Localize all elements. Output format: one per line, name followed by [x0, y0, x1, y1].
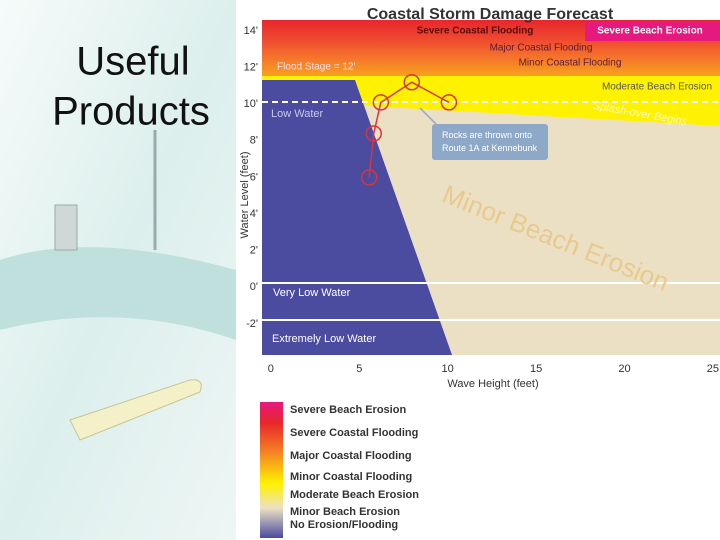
x-tick-label: 15: [530, 363, 542, 375]
y-tick-label: 4': [250, 208, 258, 220]
x-tick-label: 5: [356, 363, 362, 375]
slide-title: Products: [52, 90, 210, 134]
data-point: [403, 73, 421, 91]
colorbar: [260, 402, 283, 538]
chart-title: Coastal Storm Damage Forecast: [367, 6, 614, 23]
region-label: Minor Coastal Flooding: [519, 58, 622, 69]
region-label: Major Coastal Flooding: [490, 43, 593, 54]
colorbar-label: Moderate Beach Erosion: [290, 489, 419, 501]
glider: [69, 379, 202, 441]
slide-title-line: Useful: [76, 40, 189, 84]
shore: [0, 247, 236, 340]
y-tick-label: 2': [250, 245, 258, 257]
colorbar-label: Minor Coastal Flooding: [290, 471, 412, 483]
annotation-box: [432, 124, 548, 160]
region-label: Severe Coastal Flooding: [417, 26, 534, 37]
severe-erosion-box: [585, 22, 720, 41]
colorbar-label: Severe Beach Erosion: [290, 404, 406, 416]
colorbar-label: No Erosion/Flooding: [290, 519, 398, 531]
y-axis-label: Water Level (feet): [239, 151, 251, 238]
data-point: [440, 94, 458, 111]
instrument-box: [54, 204, 78, 251]
y-tick-label: 0': [250, 281, 258, 293]
data-point: [372, 94, 390, 111]
y-tick-label: 14': [244, 25, 258, 37]
y-tick-label: 6': [250, 171, 258, 183]
data-line: [368, 81, 450, 178]
data-point: [360, 169, 378, 186]
region-label: Flood Stage = 12': [277, 62, 355, 73]
region-label: Severe Beach Erosion: [597, 26, 703, 37]
region-label: Low Water: [271, 108, 324, 120]
x-tick-label: 20: [618, 363, 630, 375]
x-tick-label: 25: [707, 363, 719, 375]
x-axis-label: Wave Height (feet): [447, 378, 538, 390]
y-tick-label: 12': [244, 62, 258, 74]
x-tick-label: 0: [268, 363, 274, 375]
low-water-region: [262, 80, 452, 355]
region-label: Extremely Low Water: [272, 333, 376, 345]
annotation: Rocks are thrown onto Route 1A at Kennebu…: [442, 130, 538, 153]
colorbar-label: Severe Coastal Flooding: [290, 427, 418, 439]
colorbar-label: Minor Beach Erosion: [290, 506, 400, 518]
y-tick-label: -2': [246, 318, 258, 330]
x-tick-label: 10: [442, 363, 454, 375]
splash-band: [262, 76, 720, 126]
region-label: Very Low Water: [273, 287, 351, 299]
y-tick-label: 8': [250, 135, 258, 147]
data-point: [365, 125, 383, 142]
colorbar-label: Major Coastal Flooding: [290, 450, 412, 462]
y-tick-label: 10': [244, 98, 258, 110]
region-label: Moderate Beach Erosion: [602, 82, 712, 93]
